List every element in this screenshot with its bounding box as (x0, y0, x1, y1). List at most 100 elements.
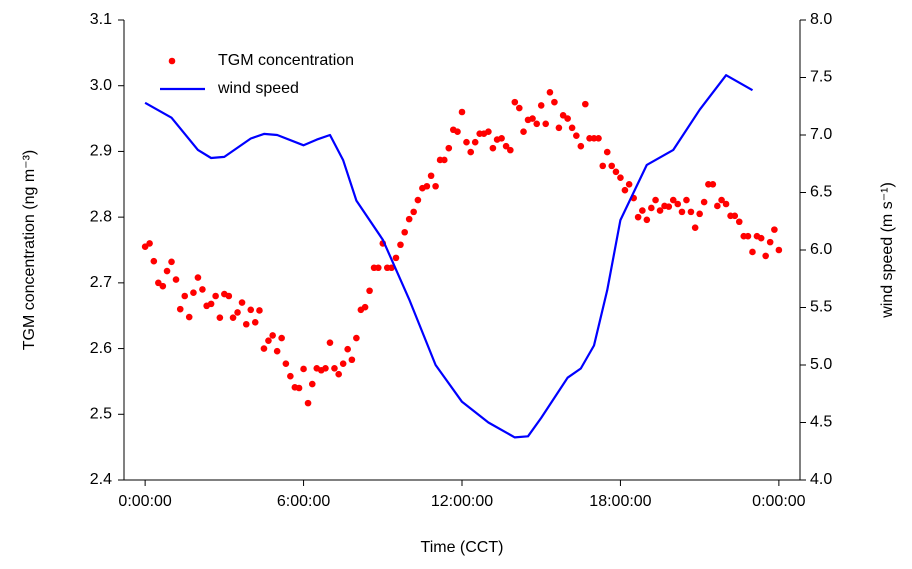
tgm-point (648, 204, 655, 212)
legend-label: TGM concentration (218, 52, 354, 69)
tgm-point (295, 384, 303, 392)
tgm-point (678, 208, 686, 216)
tgm-point (397, 241, 404, 249)
x-tick-label: 0:00:00 (118, 493, 171, 510)
y-tick-label: 2.8 (90, 208, 112, 225)
tgm-point (669, 196, 677, 204)
tgm-point (612, 168, 620, 176)
tgm-point (348, 356, 356, 364)
tgm-point (445, 144, 453, 152)
tgm-point (603, 148, 611, 156)
y2-axis-label: wind speed (m s⁻¹) (879, 182, 896, 319)
tgm-point (273, 347, 281, 355)
tgm-point (405, 215, 413, 223)
tgm-point (361, 303, 369, 311)
tgm-point (331, 364, 338, 372)
tgm-point (256, 307, 263, 314)
y2-tick-label: 8.0 (810, 11, 832, 28)
tgm-point (326, 339, 334, 346)
tgm-point (700, 198, 708, 206)
tgm-point (190, 289, 197, 297)
tgm-point (339, 360, 347, 367)
tgm-point (242, 320, 250, 328)
tgm-point (489, 144, 497, 152)
tgm-point (691, 224, 699, 231)
y2-tick-label: 7.5 (810, 69, 832, 86)
tgm-point (621, 186, 629, 194)
tgm-point (608, 162, 616, 170)
tgm-point (401, 228, 408, 236)
tgm-point (599, 162, 607, 170)
legend-label: wind speed (217, 80, 299, 97)
tgm-point (766, 238, 774, 246)
tgm-point (216, 314, 224, 321)
tgm-point (696, 210, 703, 218)
tgm-point (427, 172, 435, 180)
tgm-point (458, 108, 466, 116)
tgm-point (238, 299, 246, 306)
tgm-point (300, 365, 307, 373)
tgm-point (533, 120, 541, 128)
tgm-point (731, 212, 739, 220)
tgm-point (537, 102, 545, 109)
tgm-point (308, 380, 316, 388)
tgm-point (168, 258, 175, 266)
y-tick-label: 3.1 (90, 11, 112, 28)
tgm-point (564, 115, 571, 122)
tgm-point (656, 207, 664, 214)
tgm-point (665, 203, 673, 210)
tgm-point (639, 207, 646, 214)
tgm-point (374, 264, 382, 272)
tgm-point (207, 300, 215, 308)
tgm-point (634, 213, 642, 221)
tgm-point (441, 156, 448, 164)
tgm-point (176, 305, 184, 313)
tgm-point (265, 337, 272, 344)
tgm-point (573, 132, 580, 139)
tgm-point (617, 174, 624, 182)
y-tick-label: 2.5 (90, 406, 112, 423)
tgm-point (643, 216, 651, 224)
x-axis-label: Time (CCT) (421, 539, 504, 556)
y-tick-label: 3.0 (90, 77, 112, 94)
tgm-point (322, 364, 329, 372)
tgm-point (172, 276, 180, 283)
y2-tick-label: 4.0 (810, 471, 832, 488)
tgm-point (718, 196, 725, 204)
tgm-point (744, 232, 752, 240)
tgm-point (762, 252, 769, 260)
tgm-point (410, 208, 417, 216)
tgm-point (251, 318, 259, 326)
tgm-point (771, 226, 778, 233)
tgm-point (498, 134, 505, 142)
x-tick-label: 0:00:00 (752, 493, 805, 510)
y-tick-label: 2.7 (90, 274, 112, 291)
tgm-point (247, 306, 255, 314)
tgm-point (595, 134, 602, 142)
tgm-point (304, 399, 312, 407)
tgm-point (150, 257, 158, 265)
y2-tick-label: 6.0 (810, 241, 832, 258)
tgm-point (625, 180, 633, 188)
tgm-point (181, 292, 189, 300)
tgm-point (146, 240, 153, 247)
tgm-point (582, 100, 589, 108)
tgm-point (234, 309, 241, 316)
tgm-point (551, 98, 558, 106)
tgm-point (159, 282, 167, 290)
y2-tick-label: 5.5 (810, 299, 832, 316)
tgm-point (229, 314, 237, 321)
tgm-point (687, 208, 695, 216)
tgm-point (542, 120, 550, 128)
tgm-point (185, 313, 193, 321)
tgm-point (722, 200, 730, 208)
tgm-point (199, 286, 206, 293)
tgm-point (335, 370, 342, 378)
tgm-point (568, 124, 576, 132)
tgm-point (577, 142, 585, 150)
tgm-point (555, 124, 563, 132)
tgm-point (749, 248, 756, 256)
y2-tick-label: 4.5 (810, 414, 832, 431)
tgm-point (511, 98, 519, 106)
